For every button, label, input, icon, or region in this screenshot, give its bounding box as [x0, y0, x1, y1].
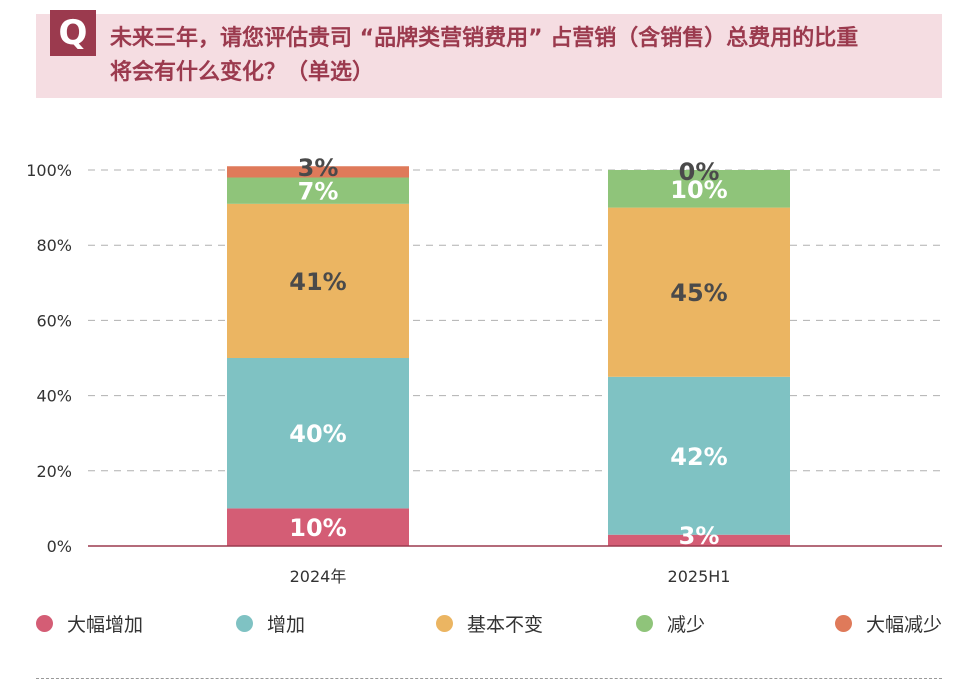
- y-tick-label: 100%: [26, 161, 72, 180]
- chart-title-line-1: 未来三年，请您评估贵司 “品牌类营销费用” 占营销（含销售）总费用的比重: [110, 26, 859, 51]
- bar-segment: [608, 376, 790, 535]
- legend-label: 大幅减少: [866, 614, 943, 636]
- legend-swatch: [835, 615, 852, 632]
- legend-item: 大幅减少: [835, 610, 942, 637]
- y-tick-label: 80%: [36, 236, 72, 255]
- legend-item: 增加: [236, 610, 305, 637]
- chart-title: 未来三年，请您评估贵司 “品牌类营销费用” 占营销（含销售）总费用的比重 将会有…: [110, 22, 940, 90]
- bar-segment: [227, 203, 409, 358]
- x-tick-label: 2025H1: [668, 567, 731, 586]
- legend-swatch: [236, 615, 253, 632]
- legend-swatch: [636, 615, 653, 632]
- legend: 大幅增加 增加 基本不变 减少 大幅减少: [36, 610, 942, 638]
- bar-segment: [227, 166, 409, 178]
- stacked-bar-chart: 0%20%40%60%80%100%10%40%41%7%3%2024年3%42…: [26, 154, 942, 586]
- data-label: 7%: [298, 178, 339, 206]
- legend-item: 基本不变: [436, 610, 543, 637]
- legend-label: 增加: [267, 614, 306, 636]
- legend-label: 大幅增加: [67, 614, 144, 636]
- bar-segment: [608, 534, 790, 546]
- data-label: 41%: [289, 268, 346, 296]
- legend-item: 大幅增加: [36, 610, 143, 637]
- bar-segment: [608, 207, 790, 377]
- bar-segment: [608, 170, 790, 208]
- y-tick-label: 40%: [36, 387, 72, 406]
- y-tick-label: 60%: [36, 311, 72, 330]
- data-label: 42%: [670, 443, 727, 471]
- legend-label: 基本不变: [467, 614, 544, 636]
- legend-swatch: [436, 615, 453, 632]
- data-label: 3%: [298, 154, 339, 182]
- data-label: 45%: [670, 279, 727, 307]
- bar-segment: [227, 358, 409, 509]
- data-label: 3%: [679, 522, 720, 550]
- data-label: 10%: [670, 176, 727, 204]
- data-label: 10%: [289, 514, 346, 542]
- legend-item: 减少: [636, 610, 705, 637]
- y-tick-label: 20%: [36, 462, 72, 481]
- data-label: 0%: [679, 158, 720, 186]
- bottom-divider: [36, 678, 942, 679]
- legend-swatch: [36, 615, 53, 632]
- y-tick-label: 0%: [47, 537, 72, 556]
- title-bar: [36, 14, 942, 98]
- bar-segment: [227, 508, 409, 546]
- chart-title-line-2: 将会有什么变化？（单选）: [110, 60, 375, 85]
- data-label: 40%: [289, 420, 346, 448]
- question-badge: Q: [50, 10, 96, 56]
- legend-label: 减少: [667, 614, 706, 636]
- bar-segment: [227, 177, 409, 204]
- x-tick-label: 2024年: [290, 567, 347, 586]
